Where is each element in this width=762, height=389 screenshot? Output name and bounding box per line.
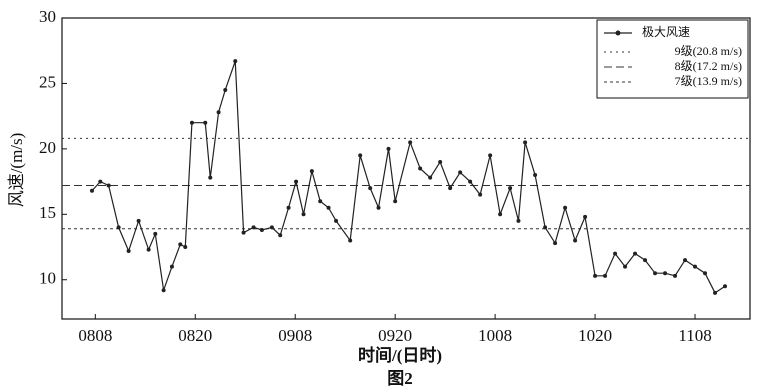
data-point xyxy=(89,188,94,193)
data-point xyxy=(286,205,291,210)
plot-frame xyxy=(61,17,751,320)
data-point xyxy=(488,153,493,158)
data-point xyxy=(563,205,568,210)
data-point xyxy=(318,199,323,204)
data-point xyxy=(146,247,151,252)
data-point xyxy=(326,205,331,210)
data-point xyxy=(334,218,339,223)
data-point xyxy=(643,258,648,263)
x-tick-label: 0820 xyxy=(178,326,212,345)
x-tick-label: 1020 xyxy=(578,326,612,345)
y-tick-label: 30 xyxy=(39,7,56,26)
data-point xyxy=(713,290,718,295)
data-point xyxy=(543,225,548,230)
data-point xyxy=(653,271,658,276)
data-point xyxy=(613,251,618,256)
data-point xyxy=(408,140,413,145)
data-point xyxy=(106,183,111,188)
y-tick-label: 10 xyxy=(39,269,56,288)
x-tick-label: 0808 xyxy=(78,326,112,345)
data-point xyxy=(523,140,528,145)
x-tick-label: 1008 xyxy=(478,326,512,345)
data-point xyxy=(478,192,483,197)
data-point xyxy=(183,245,188,250)
legend-marker xyxy=(615,30,621,36)
data-point xyxy=(573,238,578,243)
data-point xyxy=(498,212,503,217)
data-point xyxy=(208,175,213,180)
data-point xyxy=(278,233,283,238)
data-point xyxy=(348,238,353,243)
x-tick-label: 0908 xyxy=(278,326,312,345)
data-point xyxy=(428,175,433,180)
data-point xyxy=(203,120,208,125)
data-point xyxy=(448,186,453,191)
data-point xyxy=(376,205,381,210)
data-point xyxy=(189,120,194,125)
data-point xyxy=(508,186,513,191)
x-axis-label: 时间/(日时) xyxy=(358,345,442,365)
data-point xyxy=(418,166,423,171)
data-point xyxy=(153,231,158,236)
data-point xyxy=(468,179,473,184)
data-point xyxy=(663,271,668,276)
data-point xyxy=(269,225,274,230)
data-point xyxy=(693,264,698,269)
data-point xyxy=(553,241,558,246)
data-point xyxy=(438,159,443,164)
data-point xyxy=(533,173,538,178)
data-point xyxy=(126,248,131,253)
data-point xyxy=(259,228,264,233)
legend-label: 极大风速 xyxy=(642,25,690,39)
y-tick-label: 20 xyxy=(39,138,56,157)
y-tick-label: 15 xyxy=(39,203,56,222)
data-point xyxy=(161,288,166,293)
legend-label: 9级(20.8 m/s) xyxy=(675,44,742,58)
data-point xyxy=(458,170,463,175)
data-point xyxy=(301,212,306,217)
data-point xyxy=(233,59,238,64)
data-point xyxy=(294,179,299,184)
data-point xyxy=(358,153,363,158)
data-point xyxy=(583,214,588,219)
data-point xyxy=(116,225,121,230)
x-tick-label: 0920 xyxy=(378,326,412,345)
data-point xyxy=(136,218,141,223)
legend-label: 7级(13.9 m/s) xyxy=(675,74,742,88)
data-point xyxy=(368,186,373,191)
data-point xyxy=(216,110,221,115)
data-point xyxy=(703,271,708,276)
data-point xyxy=(516,218,521,223)
data-point xyxy=(723,284,728,289)
data-point xyxy=(393,199,398,204)
data-point xyxy=(386,146,391,151)
data-point xyxy=(169,264,174,269)
legend-label: 8级(17.2 m/s) xyxy=(675,59,742,73)
data-point xyxy=(683,258,688,263)
data-point xyxy=(633,251,638,256)
data-point xyxy=(223,87,228,92)
y-axis-label: 风速/(m/s) xyxy=(7,133,26,208)
data-point xyxy=(98,179,103,184)
chart-title: 图2 xyxy=(387,369,413,388)
data-point xyxy=(251,225,256,230)
data-point xyxy=(241,230,246,235)
x-tick-label: 1108 xyxy=(678,326,711,345)
data-point xyxy=(309,169,314,174)
data-point xyxy=(178,242,183,247)
data-point xyxy=(673,273,678,278)
data-point xyxy=(593,273,598,278)
data-point xyxy=(623,264,628,269)
y-tick-label: 25 xyxy=(39,72,56,91)
data-point xyxy=(603,273,608,278)
